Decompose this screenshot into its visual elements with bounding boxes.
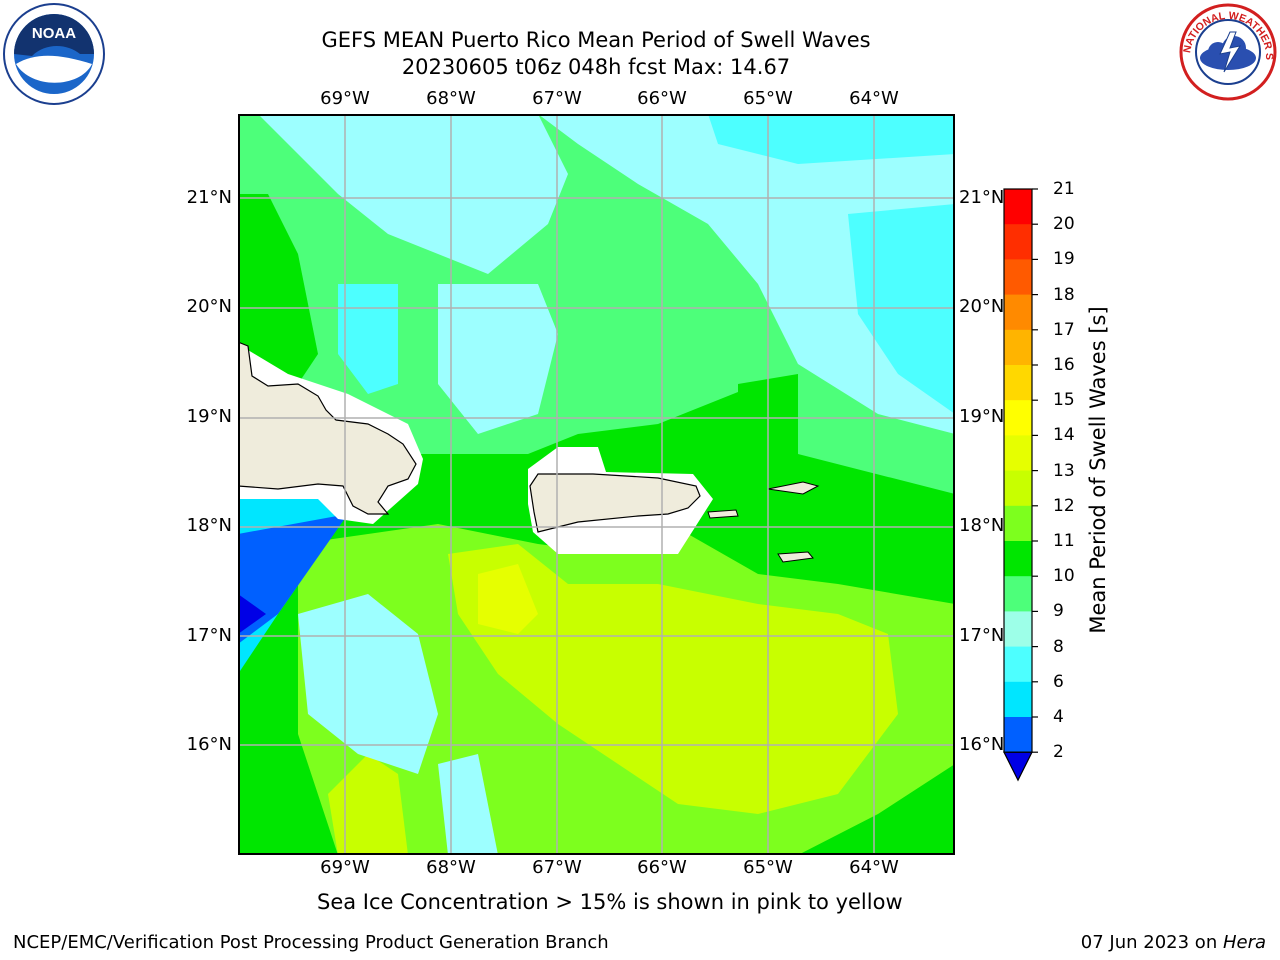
footer-machine: Hera (1222, 932, 1266, 953)
colorbar-tick-label: 2 (1053, 742, 1064, 763)
colorbar-segment (1004, 365, 1032, 401)
lon-label-top-66: 66°W (637, 88, 687, 109)
lat-label-left-18: 18°N (186, 515, 232, 536)
colorbar-segment (1004, 646, 1032, 683)
lon-label-top-69: 69°W (320, 88, 370, 109)
land-hispaniola (238, 341, 417, 515)
colorbar-segment (1004, 681, 1032, 718)
contour-light-s (438, 754, 498, 855)
colorbar-segment (1004, 505, 1032, 542)
colorbar-tick-label: 8 (1053, 636, 1064, 657)
lon-label-bottom-67: 67°W (532, 857, 582, 878)
colorbar-tick-label: 4 (1053, 707, 1064, 727)
lon-label-bottom-65: 65°W (743, 857, 793, 878)
colorbar (1003, 188, 1038, 782)
lat-label-left-16: 16°N (186, 734, 232, 755)
contour-navy-sw (238, 594, 266, 634)
map-frame (238, 114, 955, 855)
lat-label-right-16: 16°N (959, 734, 1005, 755)
colorbar-tick-label: 11 (1053, 531, 1075, 551)
sea-ice-note: Sea Ice Concentration > 15% is shown in … (317, 890, 903, 914)
lat-label-left-21: 21°N (186, 187, 232, 208)
colorbar-extend-arrow (1003, 751, 1033, 782)
lon-label-bottom-68: 68°W (426, 857, 476, 878)
colorbar-segment (1004, 224, 1032, 260)
lat-label-right-19: 19°N (959, 406, 1005, 427)
colorbar-segment (1004, 541, 1032, 577)
lon-label-top-68: 68°W (426, 88, 476, 109)
colorbar-tick-label: 13 (1053, 460, 1075, 481)
colorbar-segment (1004, 611, 1032, 648)
contour-north-light (238, 114, 955, 434)
lat-label-right-18: 18°N (959, 515, 1005, 536)
lat-label-right-20: 20°N (959, 296, 1005, 317)
contour-light-sw (298, 594, 438, 774)
lat-label-left-19: 19°N (186, 406, 232, 427)
contour-yellow-sw (328, 754, 408, 855)
colorbar-tick-label: 15 (1053, 390, 1075, 411)
contour-cyan-mid (338, 284, 398, 394)
footer-credit: NCEP/EMC/Verification Post Processing Pr… (13, 932, 609, 953)
nws-logo: NATIONAL WEATHER SERVICE (1178, 2, 1277, 101)
contour-green-west (238, 194, 318, 384)
colorbar-tick-label: 17 (1053, 319, 1075, 340)
colorbar-segment (1004, 294, 1032, 331)
land-puertorico (529, 473, 701, 533)
map-plot (238, 114, 955, 855)
contour-cyan-top (708, 114, 955, 164)
lon-label-bottom-69: 69°W (320, 857, 370, 878)
colorbar-segment (1004, 259, 1032, 296)
colorbar-tick-label: 10 (1053, 566, 1075, 587)
svg-text:NOAA: NOAA (32, 25, 76, 42)
land-virgin-islands (707, 481, 820, 563)
lon-label-bottom-66: 66°W (637, 857, 687, 878)
lon-label-top-65: 65°W (743, 88, 793, 109)
lon-label-bottom-64: 64°W (849, 857, 899, 878)
lat-label-right-21: 21°N (959, 187, 1005, 208)
colorbar-segment (1004, 400, 1032, 436)
footer-date: 07 Jun 2023 on Hera (1081, 932, 1266, 953)
lon-label-top-67: 67°W (532, 88, 582, 109)
colorbar-segment (1004, 470, 1032, 507)
colorbar-segment (1004, 717, 1032, 753)
lat-label-right-17: 17°N (959, 625, 1005, 646)
footer-date-text: 07 Jun 2023 on (1080, 932, 1223, 953)
colorbar-tick-label: 12 (1053, 495, 1075, 516)
lat-label-left-17: 17°N (186, 625, 232, 646)
chart-subtitle-forecast: 20230605 t06z 048h fcst Max: 14.67 (401, 55, 791, 79)
colorbar-tick-label: 9 (1053, 601, 1064, 622)
lat-label-left-20: 20°N (186, 296, 232, 317)
colorbar-segment (1004, 435, 1032, 472)
colorbar-tick-label: 16 (1053, 355, 1075, 375)
colorbar-tick-label: 18 (1053, 284, 1075, 305)
lon-label-top-64: 64°W (849, 88, 899, 109)
contour-yellow-south (448, 544, 898, 814)
colorbar-segment (1004, 189, 1032, 225)
colorbar-tick-label: 6 (1053, 671, 1064, 692)
colorbar-tick-label: 20 (1053, 214, 1075, 235)
graticule (238, 114, 955, 855)
chart-title: GEFS MEAN Puerto Rico Mean Period of Swe… (321, 28, 871, 52)
contour-blue-sw (238, 514, 348, 644)
colorbar-label: Mean Period of Swell Waves [s] (1086, 306, 1110, 634)
noaa-logo: NOAA (3, 3, 105, 105)
colorbar-tick-label: 21 (1053, 179, 1075, 199)
colorbar-segment (1004, 329, 1032, 366)
contour-north-mid (438, 284, 558, 434)
colorbar-segment (1004, 576, 1032, 612)
colorbar-tick-label: 19 (1053, 249, 1075, 270)
contour-north-light-2 (258, 114, 568, 274)
colorbar-tick-label: 14 (1053, 425, 1075, 446)
contour-yellow-core (478, 564, 538, 634)
